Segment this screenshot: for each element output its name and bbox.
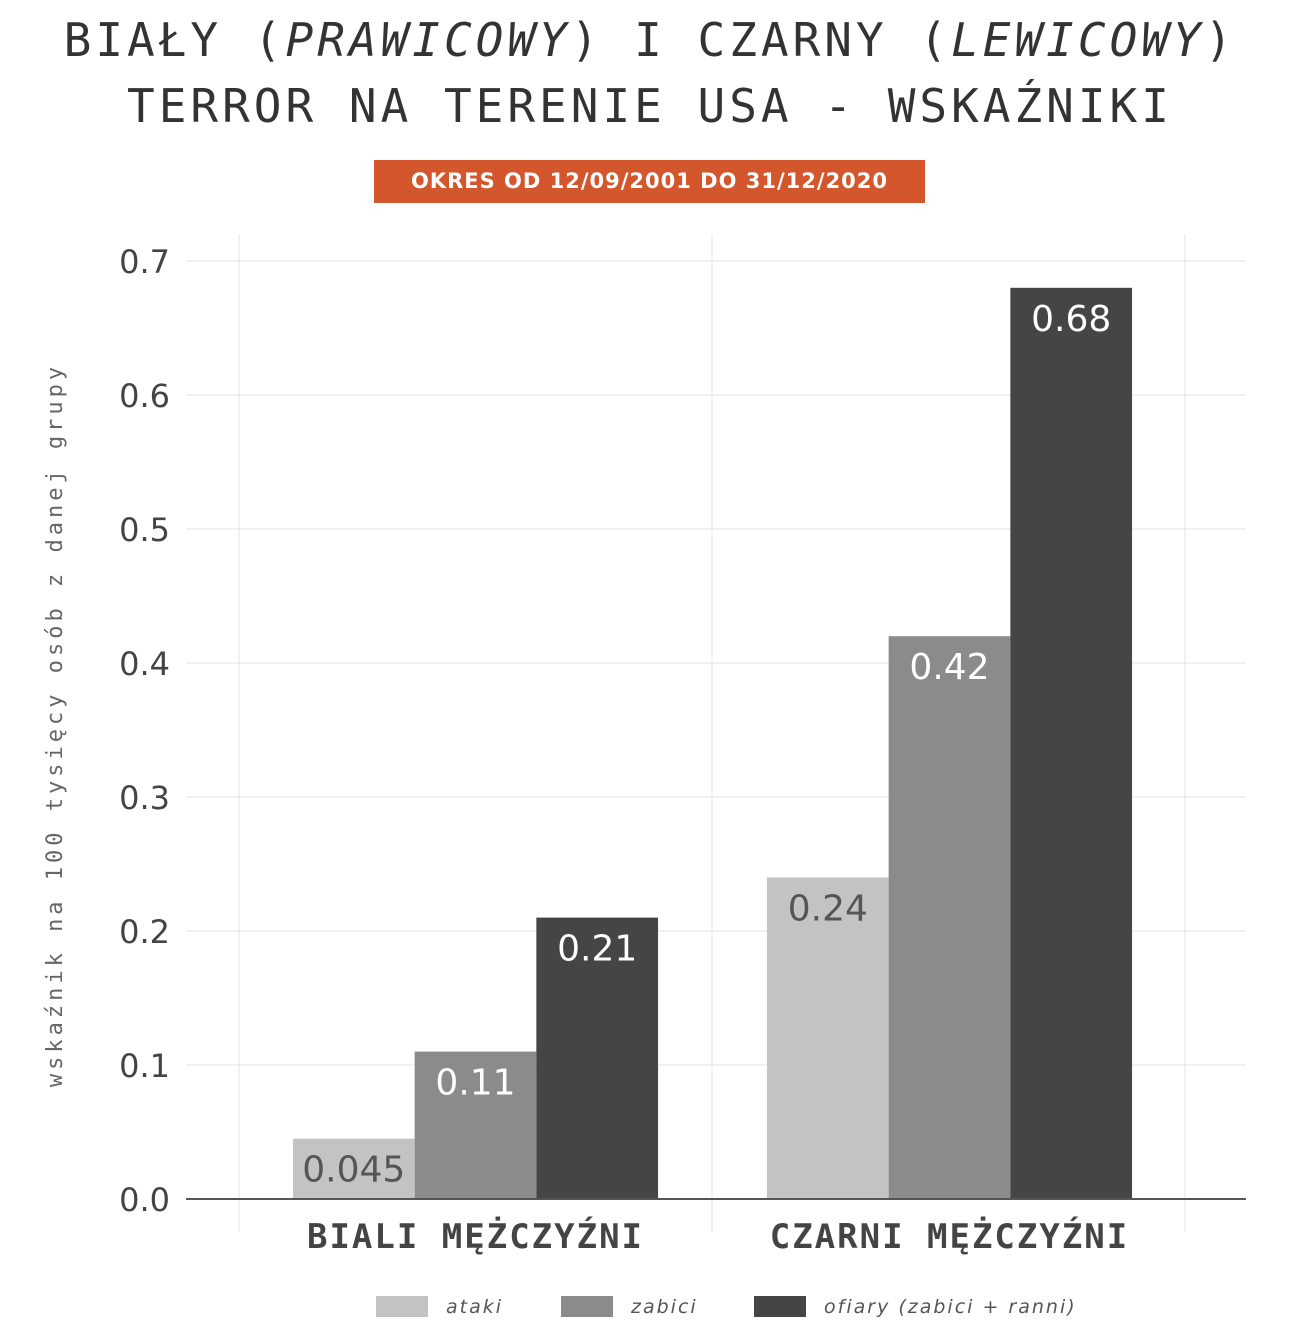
y-tick-label: 0.0 [119,1181,170,1219]
x-tick-label: BIALI MĘŻCZYŹNI [307,1216,644,1257]
period-badge: OKRES OD 12/09/2001 DO 31/12/2020 [374,160,925,203]
data-label: 0.21 [557,929,637,970]
bar-ataki [292,1138,415,1199]
y-tick-label: 0.2 [119,913,170,951]
legend-swatch-zabici [561,1296,613,1317]
bar-zabici [888,636,1011,1199]
y-axis-label: wskaźnik na 100 tysięcy osób z danej gru… [43,363,68,1087]
bar-ofiary [536,917,659,1199]
title-part: ) [1204,13,1237,67]
y-tick-label: 0.4 [119,645,170,683]
data-label: 0.68 [1031,299,1111,340]
chart-title-line2: TERROR NA TERENIE USA - WSKAŹNIKI [127,79,1173,133]
title-part: ) I CZARNY ( [570,13,952,67]
legend-label: ofiary (zabici + ranni) [824,1296,1077,1318]
data-label: 0.11 [435,1063,515,1104]
y-tick-label: 0.1 [119,1047,170,1085]
title-part: BIAŁY ( [63,13,286,67]
chart-title-line1: BIAŁY (PRAWICOWY) I CZARNY (LEWICOWY) [0,12,1300,68]
y-tick-label: 0.6 [119,377,170,415]
title-part-italic: PRAWICOWY [285,13,571,67]
legend-label: ataki [446,1296,503,1318]
data-label: 0.42 [909,647,989,688]
data-label: 0.045 [302,1150,405,1191]
title-part-italic: LEWICOWY [951,13,1205,67]
bar-ofiary [1010,287,1133,1199]
bar-zabici [414,1051,537,1199]
data-label: 0.24 [788,888,868,929]
y-tick-label: 0.3 [119,779,170,817]
y-tick-label: 0.5 [119,511,170,549]
legend-label: zabici [630,1296,698,1318]
legend-swatch-ofiary [754,1296,806,1317]
legend-swatch-ataki [376,1296,428,1317]
bar-ataki [766,877,889,1199]
x-tick-label: CZARNI MĘŻCZYŹNI [770,1216,1130,1257]
y-tick-label: 0.7 [119,243,170,281]
